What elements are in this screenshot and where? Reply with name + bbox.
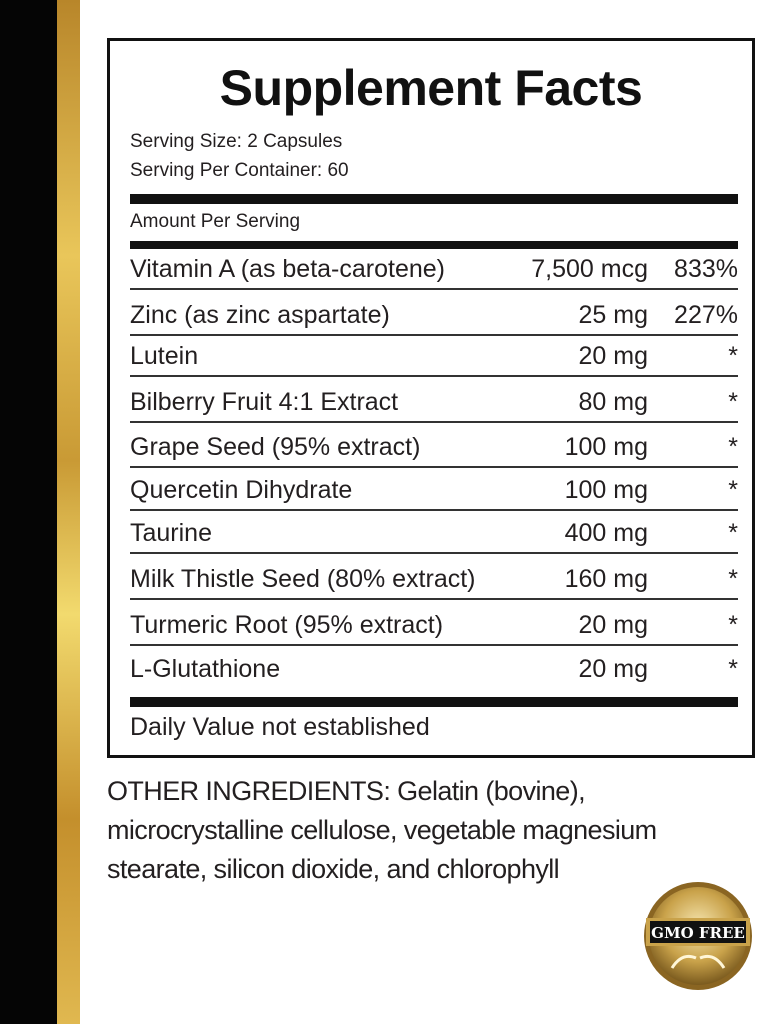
ingredient-row: L-Glutathione 20 mg * bbox=[130, 648, 738, 690]
row-divider bbox=[130, 644, 738, 646]
ingredient-amount: 7,500 mcg bbox=[531, 255, 648, 283]
amount-per-serving: Amount Per Serving bbox=[130, 211, 301, 232]
ingredient-daily-value: * bbox=[728, 611, 738, 639]
ingredient-amount: 400 mg bbox=[564, 519, 648, 547]
ingredient-row: Grape Seed (95% extract) 100 mg * bbox=[130, 426, 738, 468]
ingredient-daily-value: * bbox=[728, 388, 738, 416]
ingredient-daily-value: * bbox=[728, 519, 738, 547]
row-divider bbox=[130, 598, 738, 600]
ingredient-amount: 20 mg bbox=[578, 342, 648, 370]
row-divider bbox=[130, 509, 738, 511]
black-stripe bbox=[0, 0, 57, 1024]
row-divider bbox=[130, 552, 738, 554]
serving-size: Serving Size: 2 Capsules bbox=[130, 131, 343, 152]
ingredient-amount: 100 mg bbox=[564, 433, 648, 461]
row-divider bbox=[130, 334, 738, 336]
row-divider bbox=[130, 466, 738, 468]
thick-divider bbox=[130, 241, 738, 249]
row-divider bbox=[130, 288, 738, 290]
ingredient-daily-value: * bbox=[728, 433, 738, 461]
ingredient-name: Vitamin A (as beta-carotene) bbox=[130, 255, 445, 283]
ingredient-amount: 20 mg bbox=[578, 611, 648, 639]
ingredient-name: Milk Thistle Seed (80% extract) bbox=[130, 565, 476, 593]
ingredient-row: Vitamin A (as beta-carotene) 7,500 mcg 8… bbox=[130, 248, 738, 290]
thick-divider bbox=[130, 697, 738, 707]
row-divider bbox=[130, 375, 738, 377]
ingredient-daily-value: * bbox=[728, 342, 738, 370]
ingredient-row: Taurine 400 mg * bbox=[130, 512, 738, 554]
ingredient-amount: 25 mg bbox=[578, 301, 648, 329]
thick-divider bbox=[130, 194, 738, 204]
ingredient-row: Milk Thistle Seed (80% extract) 160 mg * bbox=[130, 558, 738, 600]
ingredient-daily-value: * bbox=[728, 565, 738, 593]
ingredient-row: Turmeric Root (95% extract) 20 mg * bbox=[130, 604, 738, 646]
ingredient-name: Zinc (as zinc aspartate) bbox=[130, 301, 390, 329]
ingredient-name: Taurine bbox=[130, 519, 212, 547]
ingredient-row: Bilberry Fruit 4:1 Extract 80 mg * bbox=[130, 381, 738, 423]
ingredient-daily-value: * bbox=[728, 655, 738, 683]
ingredient-daily-value: * bbox=[728, 476, 738, 504]
ingredient-daily-value: 833% bbox=[674, 255, 738, 283]
ingredient-name: L-Glutathione bbox=[130, 655, 281, 683]
ingredient-row: Quercetin Dihydrate 100 mg * bbox=[130, 469, 738, 511]
ingredient-row: Lutein 20 mg * bbox=[130, 335, 738, 377]
ingredient-name: Grape Seed (95% extract) bbox=[130, 433, 421, 461]
ingredient-amount: 20 mg bbox=[578, 655, 648, 683]
laurel-icon bbox=[670, 954, 726, 969]
ingredient-amount: 100 mg bbox=[564, 476, 648, 504]
supplement-facts-panel: Supplement Facts Serving Size: 2 Capsule… bbox=[107, 38, 755, 758]
gold-stripe bbox=[57, 0, 80, 1024]
ingredient-name: Bilberry Fruit 4:1 Extract bbox=[130, 388, 399, 416]
other-ingredients: OTHER INGREDIENTS: Gelatin (bovine), mic… bbox=[107, 776, 657, 884]
ingredient-name: Quercetin Dihydrate bbox=[130, 476, 353, 504]
ingredient-daily-value: 227% bbox=[674, 301, 738, 329]
ingredient-amount: 80 mg bbox=[578, 388, 648, 416]
badge-text: GMO FREE bbox=[651, 924, 745, 942]
ingredient-amount: 160 mg bbox=[564, 565, 648, 593]
ingredient-name: Turmeric Root (95% extract) bbox=[130, 611, 444, 639]
row-divider bbox=[130, 421, 738, 423]
gmo-free-badge: GMO FREE bbox=[644, 882, 752, 990]
servings-per-container: Serving Per Container: 60 bbox=[130, 160, 349, 181]
daily-value-footnote: Daily Value not established bbox=[130, 713, 430, 741]
panel-title: Supplement Facts bbox=[219, 60, 643, 116]
ingredient-row: Zinc (as zinc aspartate) 25 mg 227% bbox=[130, 294, 738, 336]
ingredient-name: Lutein bbox=[130, 342, 199, 370]
